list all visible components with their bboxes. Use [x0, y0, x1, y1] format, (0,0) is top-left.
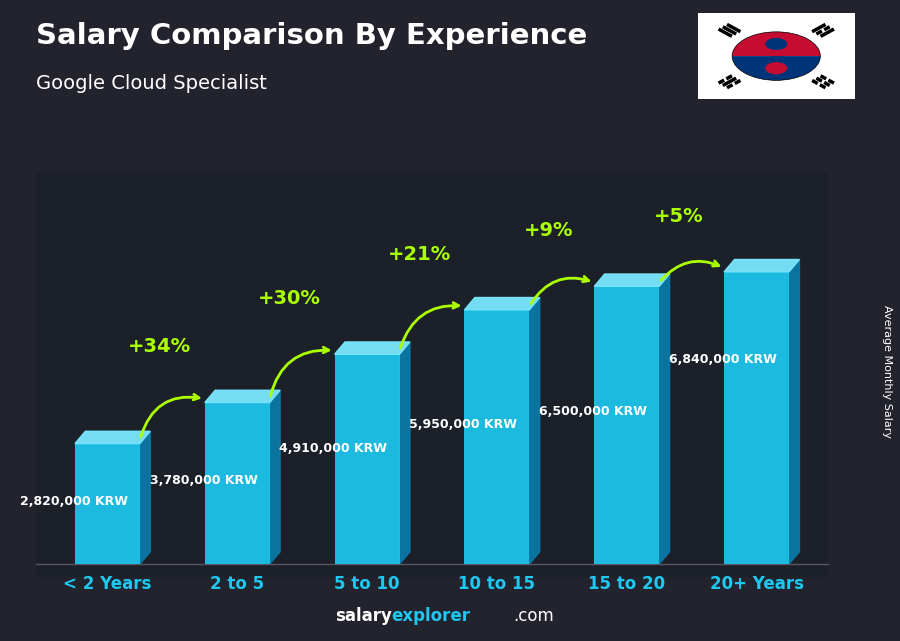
Text: +5%: +5%	[654, 206, 704, 226]
Polygon shape	[464, 297, 540, 310]
Text: 5,950,000 KRW: 5,950,000 KRW	[410, 418, 518, 431]
Text: 4,910,000 KRW: 4,910,000 KRW	[279, 442, 387, 455]
Text: +34%: +34%	[128, 337, 191, 356]
Text: Salary Comparison By Experience: Salary Comparison By Experience	[36, 22, 587, 51]
Bar	[724, 272, 789, 564]
Polygon shape	[659, 274, 670, 564]
Polygon shape	[789, 260, 799, 564]
Text: explorer: explorer	[392, 607, 471, 625]
Circle shape	[754, 32, 798, 56]
Polygon shape	[75, 431, 150, 444]
Bar	[335, 354, 400, 564]
Text: +21%: +21%	[387, 245, 451, 263]
Polygon shape	[270, 390, 280, 564]
Text: 2,820,000 KRW: 2,820,000 KRW	[20, 495, 128, 508]
Text: Google Cloud Specialist: Google Cloud Specialist	[36, 74, 267, 93]
Polygon shape	[724, 260, 799, 272]
Bar	[75, 444, 140, 564]
Text: +30%: +30%	[257, 289, 320, 308]
Bar	[594, 287, 659, 564]
Wedge shape	[733, 32, 821, 56]
Text: 6,500,000 KRW: 6,500,000 KRW	[539, 405, 647, 418]
Text: 3,780,000 KRW: 3,780,000 KRW	[149, 474, 257, 487]
Circle shape	[765, 38, 788, 50]
Text: Average Monthly Salary: Average Monthly Salary	[881, 305, 892, 438]
Circle shape	[765, 62, 788, 74]
Text: 6,840,000 KRW: 6,840,000 KRW	[669, 353, 777, 366]
Polygon shape	[205, 390, 280, 403]
Text: +9%: +9%	[524, 221, 573, 240]
Polygon shape	[335, 342, 410, 354]
Text: .com: .com	[513, 607, 554, 625]
Wedge shape	[733, 56, 821, 80]
Circle shape	[754, 56, 798, 80]
Bar	[464, 310, 529, 564]
Bar	[205, 403, 270, 564]
Text: salary: salary	[335, 607, 392, 625]
Polygon shape	[140, 431, 150, 564]
Polygon shape	[400, 342, 410, 564]
Polygon shape	[594, 274, 670, 287]
Polygon shape	[529, 297, 540, 564]
